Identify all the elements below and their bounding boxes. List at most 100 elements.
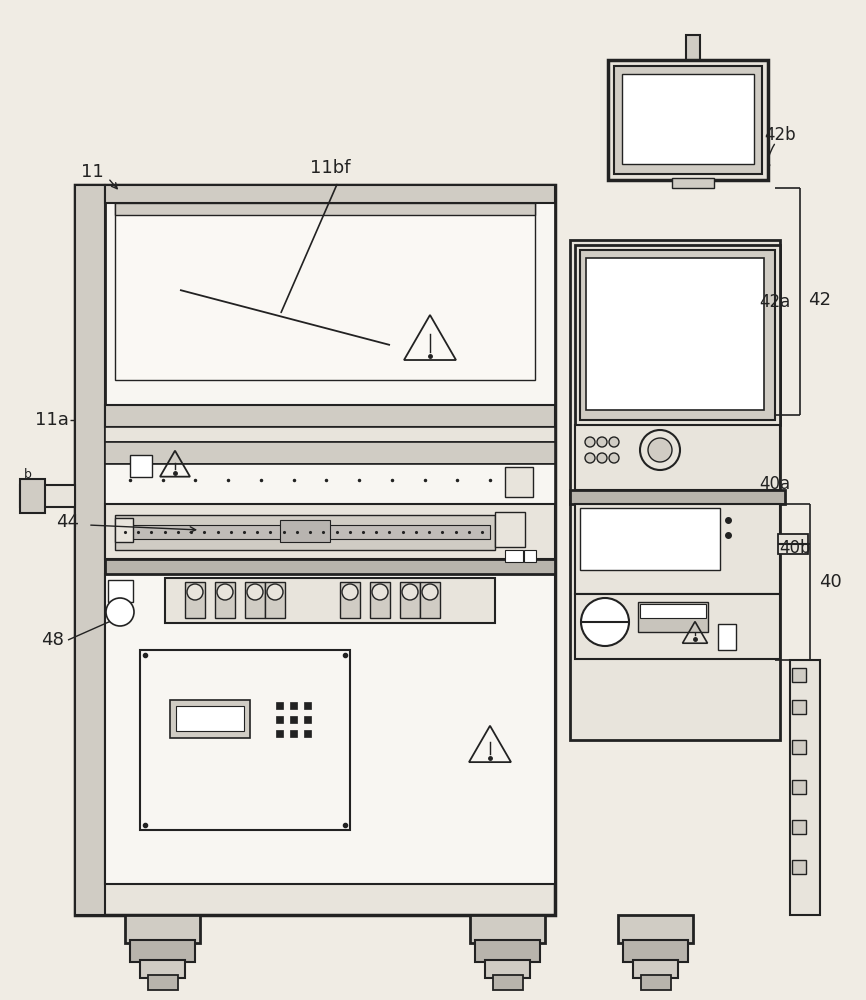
Bar — [790, 660, 820, 915]
Bar — [340, 582, 360, 618]
Circle shape — [217, 584, 233, 600]
Bar — [120, 525, 490, 539]
Bar — [304, 702, 311, 709]
Circle shape — [372, 584, 388, 600]
Bar — [686, 35, 700, 135]
Bar — [105, 405, 555, 427]
Bar — [304, 716, 311, 723]
Bar — [108, 580, 133, 602]
Bar — [575, 504, 780, 594]
Bar — [792, 860, 806, 874]
Bar — [638, 602, 708, 632]
Bar — [493, 975, 523, 990]
Bar — [304, 730, 311, 737]
Bar — [575, 594, 780, 659]
Bar — [130, 455, 152, 477]
Circle shape — [648, 438, 672, 462]
FancyArrowPatch shape — [760, 485, 769, 491]
Text: 44: 44 — [56, 513, 80, 531]
Circle shape — [597, 453, 607, 463]
Bar — [75, 185, 105, 915]
Bar — [524, 550, 536, 562]
Text: 48: 48 — [41, 631, 63, 649]
Bar — [245, 582, 265, 618]
Bar — [495, 512, 525, 547]
Text: 11a: 11a — [35, 411, 69, 429]
Bar — [105, 442, 555, 464]
Circle shape — [247, 584, 263, 600]
Bar — [575, 425, 780, 490]
Bar — [622, 74, 754, 164]
Circle shape — [609, 437, 619, 447]
Text: 40: 40 — [818, 573, 842, 591]
Bar — [640, 604, 706, 618]
Bar — [20, 479, 45, 513]
Bar — [280, 520, 330, 542]
Bar — [676, 130, 710, 138]
Bar — [778, 534, 808, 554]
Circle shape — [581, 598, 629, 646]
FancyArrowPatch shape — [754, 304, 770, 331]
Circle shape — [187, 584, 203, 600]
Bar — [165, 578, 495, 623]
Bar — [115, 518, 133, 542]
Circle shape — [267, 584, 283, 600]
Bar — [792, 780, 806, 794]
Bar — [400, 582, 420, 618]
Bar — [148, 975, 178, 990]
Bar — [614, 66, 762, 174]
Bar — [75, 185, 555, 915]
Bar — [618, 915, 693, 943]
Bar — [792, 700, 806, 714]
Bar — [485, 960, 530, 978]
FancyArrowPatch shape — [765, 144, 774, 171]
Bar — [623, 940, 688, 962]
Bar — [586, 258, 764, 410]
Bar — [265, 582, 285, 618]
Bar — [570, 240, 780, 740]
Bar — [608, 60, 768, 180]
Bar — [420, 582, 440, 618]
Circle shape — [402, 584, 418, 600]
Bar — [105, 185, 555, 203]
Bar — [105, 504, 555, 559]
Bar — [641, 975, 671, 990]
Text: 42: 42 — [809, 291, 831, 309]
Bar — [140, 960, 185, 978]
Bar — [580, 508, 720, 570]
Bar — [672, 178, 714, 188]
Text: b: b — [24, 468, 32, 482]
Bar — [290, 702, 297, 709]
Bar — [176, 706, 244, 731]
Bar — [125, 915, 200, 943]
Circle shape — [640, 430, 680, 470]
Bar — [570, 490, 785, 504]
Bar — [105, 574, 555, 884]
Bar — [115, 515, 495, 550]
Bar — [276, 730, 283, 737]
Bar — [115, 203, 535, 215]
Text: 40a: 40a — [759, 475, 791, 493]
Text: 11: 11 — [81, 163, 103, 181]
Bar — [115, 195, 535, 380]
Circle shape — [597, 437, 607, 447]
Bar — [130, 940, 195, 962]
Bar — [633, 960, 678, 978]
Bar — [170, 700, 250, 738]
Bar — [140, 650, 350, 830]
Text: 40b: 40b — [779, 539, 811, 557]
Bar — [580, 250, 775, 420]
Circle shape — [609, 453, 619, 463]
Text: 11bf: 11bf — [310, 159, 350, 177]
Bar — [792, 668, 806, 682]
Circle shape — [342, 584, 358, 600]
Circle shape — [585, 453, 595, 463]
Bar — [276, 716, 283, 723]
Bar — [20, 485, 75, 507]
Bar — [105, 559, 555, 574]
Bar — [105, 427, 555, 442]
Bar — [370, 582, 390, 618]
Bar — [185, 582, 205, 618]
Bar — [475, 940, 540, 962]
Text: 42a: 42a — [759, 293, 791, 311]
